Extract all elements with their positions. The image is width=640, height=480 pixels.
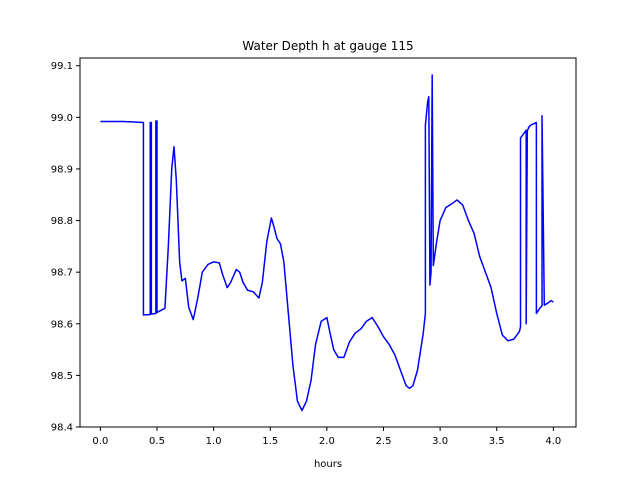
y-tick-label: 99.1 bbox=[51, 61, 73, 72]
x-tick-label: 0.5 bbox=[149, 436, 165, 447]
y-axis: 98.4 98.5 98.6 98.7 98.8 98.9 99.0 99.1 bbox=[51, 61, 80, 434]
series-line bbox=[100, 74, 554, 412]
y-tick-label: 98.5 bbox=[51, 371, 73, 382]
x-tick-label: 2.0 bbox=[319, 436, 335, 447]
x-tick-label: 3.0 bbox=[432, 436, 448, 447]
x-tick-label: 0.0 bbox=[92, 436, 108, 447]
x-axis-label: hours bbox=[314, 459, 342, 470]
plot-frame bbox=[79, 57, 577, 428]
x-tick-label: 1.0 bbox=[206, 436, 222, 447]
x-tick-label: 3.5 bbox=[489, 436, 505, 447]
y-tick-label: 99.0 bbox=[51, 113, 73, 124]
x-axis: 0.0 0.5 1.0 1.5 2.0 2.5 3.0 3.5 4.0 bbox=[92, 427, 561, 447]
y-tick-label: 98.4 bbox=[51, 423, 73, 434]
x-tick-label: 2.5 bbox=[376, 436, 392, 447]
chart-title: Water Depth h at gauge 115 bbox=[242, 39, 413, 53]
x-tick-label: 1.5 bbox=[262, 436, 278, 447]
y-tick-label: 98.6 bbox=[51, 319, 73, 330]
y-tick-label: 98.7 bbox=[51, 268, 73, 279]
plot-area bbox=[100, 74, 554, 412]
y-tick-label: 98.9 bbox=[51, 164, 73, 175]
y-tick-label: 98.8 bbox=[51, 216, 73, 227]
x-tick-label: 4.0 bbox=[545, 436, 561, 447]
